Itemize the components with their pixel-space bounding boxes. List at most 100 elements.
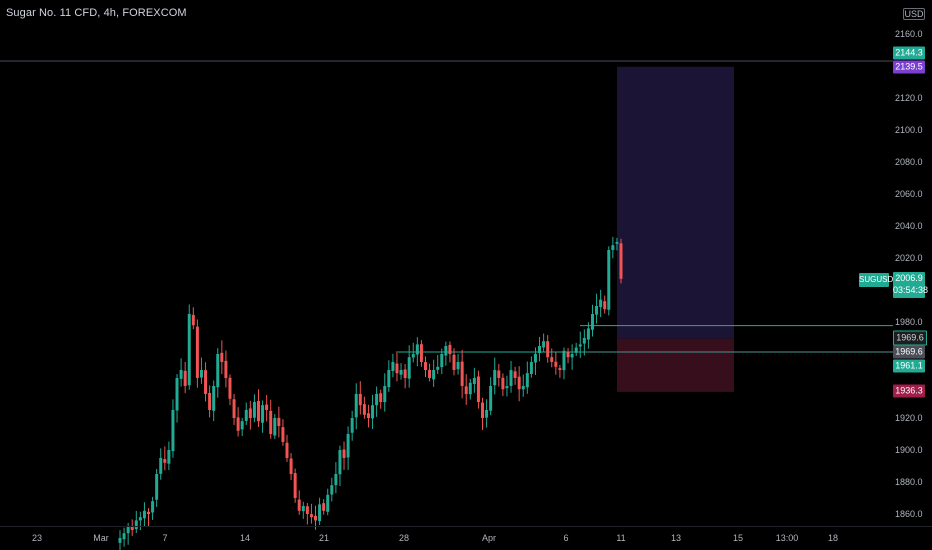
candle-body <box>314 515 318 521</box>
candle-body <box>228 377 232 399</box>
candle-body <box>493 370 497 386</box>
chart-title: Sugar No. 11 CFD, 4h, FOREXCOM <box>6 7 187 19</box>
level-tag-1969-a: 1969.6 <box>893 330 927 346</box>
candle-body <box>289 458 293 474</box>
candle-body <box>126 526 130 534</box>
candle-body <box>554 361 558 367</box>
time-tick-label: 13:00 <box>775 533 799 543</box>
candle-body <box>366 413 370 418</box>
level-tag-1961: 1961.1 <box>893 359 925 373</box>
candle-body <box>485 410 489 418</box>
symbol-tag: SUGUSD <box>859 273 893 287</box>
time-tick-label: 18 <box>827 533 839 543</box>
candle-body <box>338 450 342 475</box>
candle-body <box>472 378 476 384</box>
candle-body <box>419 344 423 362</box>
candle-body <box>607 250 611 310</box>
candle-body <box>452 354 456 370</box>
candle-body <box>142 510 146 519</box>
candle-body <box>599 299 603 308</box>
candle-body <box>558 368 562 370</box>
candle-body <box>428 369 432 378</box>
candle-body <box>293 473 297 498</box>
candle-body <box>342 449 346 458</box>
level-tag-2139: 2139.5 <box>893 60 925 74</box>
candle-body <box>525 373 529 388</box>
candle-body <box>322 503 326 511</box>
candle-body <box>603 301 607 310</box>
price-tick-label: 2020.0 <box>895 253 923 263</box>
bar-countdown: 03:54:38 <box>893 285 929 295</box>
candle-body <box>155 474 159 500</box>
candle-body <box>281 427 285 442</box>
currency-badge[interactable]: USD <box>903 8 925 20</box>
candle-body <box>379 393 383 402</box>
candle-body <box>224 360 228 378</box>
candle-body <box>163 459 167 463</box>
candle-body <box>481 402 485 418</box>
candle-body <box>546 341 550 358</box>
time-tick-label: 28 <box>398 533 410 543</box>
time-tick-label: 14 <box>239 533 251 543</box>
candle-body <box>533 354 537 363</box>
time-tick-label: Apr <box>481 533 497 543</box>
candle-body <box>574 347 578 353</box>
candle-body <box>147 511 151 514</box>
candle-body <box>261 405 265 423</box>
candle-body <box>586 328 590 340</box>
candle-body <box>611 245 615 251</box>
candle-body <box>615 242 619 244</box>
candle-body <box>456 362 460 370</box>
time-tick-label: 11 <box>616 533 626 543</box>
candle-body <box>269 410 273 434</box>
time-tick-label: 23 <box>31 533 43 543</box>
candle-body <box>440 354 444 368</box>
candle-body <box>387 370 391 388</box>
candle-body <box>346 434 350 458</box>
candle-body <box>326 494 330 512</box>
candle-body <box>305 506 309 514</box>
price-tick-label: 2040.0 <box>895 221 923 231</box>
candle-body <box>273 418 277 436</box>
candle-body <box>407 357 411 379</box>
candle-body <box>562 350 566 371</box>
candle-body <box>542 341 546 348</box>
candle-body <box>448 344 452 354</box>
candle-body <box>489 386 493 411</box>
candle-body <box>216 354 220 388</box>
candle-body <box>517 376 521 390</box>
time-tick-label: 15 <box>732 533 744 543</box>
candle-body <box>362 404 366 415</box>
price-tick-label: 1860.0 <box>895 509 923 519</box>
candle-body <box>208 392 212 410</box>
candle-body <box>199 370 203 378</box>
last-price-tag: 2006.9 03:54:38 <box>893 272 929 298</box>
candle-body <box>578 344 582 347</box>
candle-body <box>350 418 354 433</box>
time-tick-label: 21 <box>318 533 330 543</box>
time-tick-label: 6 <box>563 533 569 543</box>
candle-body <box>265 404 269 410</box>
candle-body <box>538 346 542 353</box>
candle-body <box>590 314 594 330</box>
candle-body <box>204 370 208 394</box>
candle-body <box>212 386 216 411</box>
candle-body <box>468 382 472 395</box>
time-tick-label: 7 <box>162 533 168 543</box>
candle-body <box>464 386 468 394</box>
candle-body <box>232 399 236 418</box>
price-tick-label: 1980.0 <box>895 317 923 327</box>
candle-body <box>220 352 224 362</box>
candle-body <box>411 354 415 358</box>
candle-body <box>118 538 122 543</box>
candle-body <box>330 485 334 495</box>
price-tick-label: 2060.0 <box>895 189 923 199</box>
candle-body <box>399 370 403 375</box>
price-tick-label: 2160.0 <box>895 29 923 39</box>
candle-body <box>383 386 387 403</box>
candle-body <box>476 376 480 402</box>
price-tick-label: 1880.0 <box>895 477 923 487</box>
candle-body <box>460 361 464 386</box>
candle-body <box>509 370 513 386</box>
